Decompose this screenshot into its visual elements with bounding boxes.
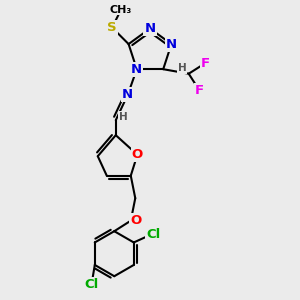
Text: O: O [130, 214, 142, 227]
Text: H: H [119, 112, 128, 122]
Text: Cl: Cl [85, 278, 99, 291]
Text: N: N [122, 88, 133, 101]
Text: N: N [166, 38, 177, 50]
Text: O: O [132, 148, 143, 161]
Text: Cl: Cl [146, 229, 160, 242]
Text: F: F [201, 57, 210, 70]
Text: N: N [144, 22, 156, 35]
Text: S: S [107, 21, 117, 34]
Text: N: N [131, 63, 142, 76]
Text: CH₃: CH₃ [110, 4, 132, 14]
Text: F: F [195, 84, 204, 97]
Text: H: H [178, 63, 187, 73]
